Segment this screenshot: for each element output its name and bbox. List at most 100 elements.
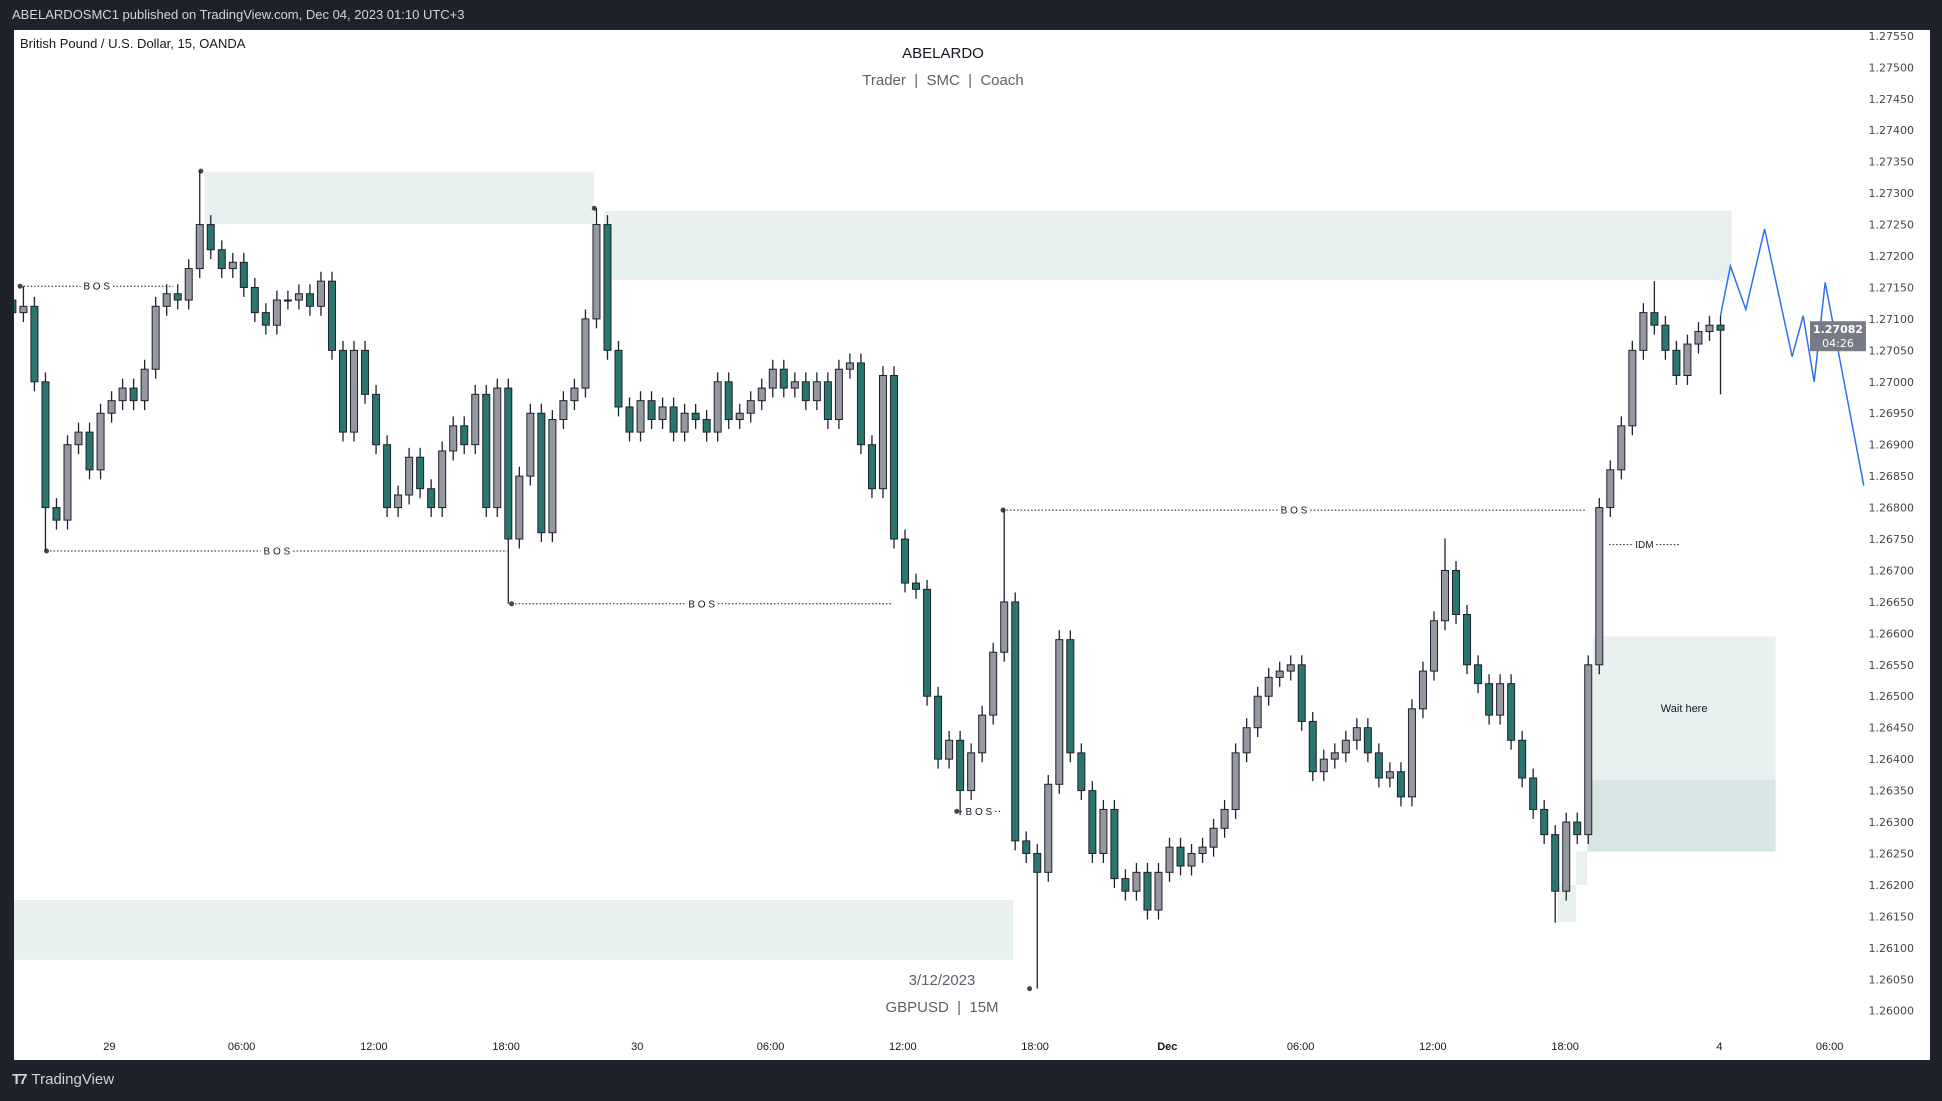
price-tick-label: 1.26750 (1869, 533, 1915, 546)
candle-up (1385, 771, 1394, 779)
candle-down (1374, 752, 1383, 779)
candle-up (449, 425, 458, 452)
candle-up (989, 651, 998, 716)
candle-down (339, 349, 347, 433)
candle-up (1341, 739, 1350, 754)
price-tick-label: 1.26700 (1869, 564, 1915, 577)
price-tick-label: 1.27250 (1869, 219, 1915, 232)
candle-down (1363, 727, 1372, 754)
candle-up (1584, 664, 1593, 836)
candle-up (812, 381, 821, 402)
candle-down (1308, 720, 1317, 773)
tradingview-brand[interactable]: T7 TradingView (12, 1071, 114, 1088)
candle-up (96, 412, 105, 471)
candle-up (1264, 676, 1273, 697)
candle-up (1595, 507, 1604, 666)
zone-label: Wait here (1661, 703, 1708, 715)
levels-layer: B O S B O S B O S B O S B O S IDM (17, 168, 1680, 992)
candle-up (1562, 821, 1571, 892)
bos-label: B O S (966, 807, 993, 818)
candle-down (1485, 683, 1494, 716)
candle-up (294, 293, 303, 301)
brand-name: TradingView (31, 1071, 115, 1088)
time-tick-label: 4 (1716, 1041, 1722, 1053)
time-axis[interactable]: 29 06:00 12:00 18:00 30 06:00 12:00 18:00 Dec 06:… (103, 1041, 1843, 1053)
candle-up (581, 318, 590, 389)
bottom-date: 3/12/2023 (909, 972, 976, 989)
candlestick-chart[interactable]: Wait here B O S B O S B O S B O S B O S IDM 1… (14, 30, 1930, 1060)
chart-panel[interactable]: Wait here B O S B O S B O S B O S B O S IDM 1… (14, 30, 1930, 1060)
time-tick-label: 12:00 (1419, 1041, 1447, 1053)
candle-down (250, 286, 259, 314)
price-tick-label: 1.26150 (1869, 910, 1915, 923)
candle-up (471, 393, 480, 446)
candle-down (30, 305, 39, 383)
candle-down (361, 349, 370, 395)
candle-down (1474, 664, 1483, 685)
candle-up (526, 412, 535, 477)
price-tick-label: 1.26400 (1869, 753, 1915, 766)
candle-down (867, 444, 876, 490)
candle-down (1507, 683, 1516, 741)
price-tick-label: 1.26500 (1869, 690, 1915, 703)
candle-up (162, 293, 171, 307)
candle-up (1275, 670, 1284, 678)
candle-down (206, 224, 215, 251)
price-tick-label: 1.27300 (1869, 187, 1915, 200)
candle-up (1154, 871, 1163, 911)
zones-layer: Wait here (14, 171, 1776, 960)
candle-down (823, 381, 832, 421)
candle-up (394, 494, 403, 509)
symbol-title: British Pound / U.S. Dollar, 15, OANDA (20, 36, 246, 51)
candle-down (1022, 840, 1031, 854)
zone-box (204, 171, 595, 224)
level-anchor-dot (17, 283, 23, 289)
tradingview-logo-icon: T7 (12, 1071, 27, 1088)
price-tick-label: 1.26200 (1869, 879, 1915, 892)
candle-down (1573, 821, 1582, 836)
candle-down (1716, 324, 1725, 331)
candle-up (1209, 827, 1218, 848)
candle-up (515, 475, 524, 540)
price-tick-label: 1.26000 (1869, 1005, 1915, 1018)
candle-down (427, 488, 436, 509)
candle-up (1231, 752, 1240, 810)
candle-down (129, 387, 138, 402)
candle-down (669, 406, 678, 433)
candle-up (493, 387, 502, 509)
candle-up (272, 299, 281, 326)
candle-down (1661, 324, 1670, 351)
candle-up (1496, 683, 1505, 716)
candle-down (625, 406, 634, 433)
price-axis[interactable]: 1.27550 1.27500 1.27450 1.27400 1.27350 1.273… (1810, 30, 1914, 1018)
candle-up (790, 381, 799, 389)
candle-down (779, 368, 788, 389)
candle-down (702, 419, 711, 433)
time-tick-label: 18:00 (492, 1041, 520, 1053)
level-anchor-dot (509, 601, 515, 607)
price-tick-label: 1.26600 (1869, 627, 1915, 640)
candle-up (978, 714, 987, 754)
candle-down (1143, 871, 1152, 911)
candle-down (1033, 852, 1042, 873)
price-tick-label: 1.27050 (1869, 344, 1915, 357)
time-tick-label: 06:00 (1816, 1041, 1844, 1053)
zone-box (604, 210, 1732, 280)
candle-down (1110, 808, 1119, 880)
zone-box (1557, 884, 1577, 923)
candle-up (636, 400, 645, 433)
candle-down (416, 456, 425, 490)
candle-down (1463, 613, 1472, 666)
candle-down (14, 299, 17, 314)
price-tick-label: 1.26300 (1869, 816, 1915, 829)
candle-up (151, 305, 160, 370)
time-tick-label: 06:00 (1287, 1041, 1315, 1053)
candle-up (1617, 425, 1626, 471)
candle-down (1088, 790, 1097, 854)
swing-dot (591, 205, 597, 211)
candles-layer (14, 171, 1725, 989)
price-tick-label: 1.27400 (1869, 124, 1915, 137)
publish-text: ABELARDOSMC1 published on TradingView.co… (12, 7, 465, 22)
candle-down (934, 695, 943, 760)
time-tick-label: 12:00 (889, 1041, 917, 1053)
